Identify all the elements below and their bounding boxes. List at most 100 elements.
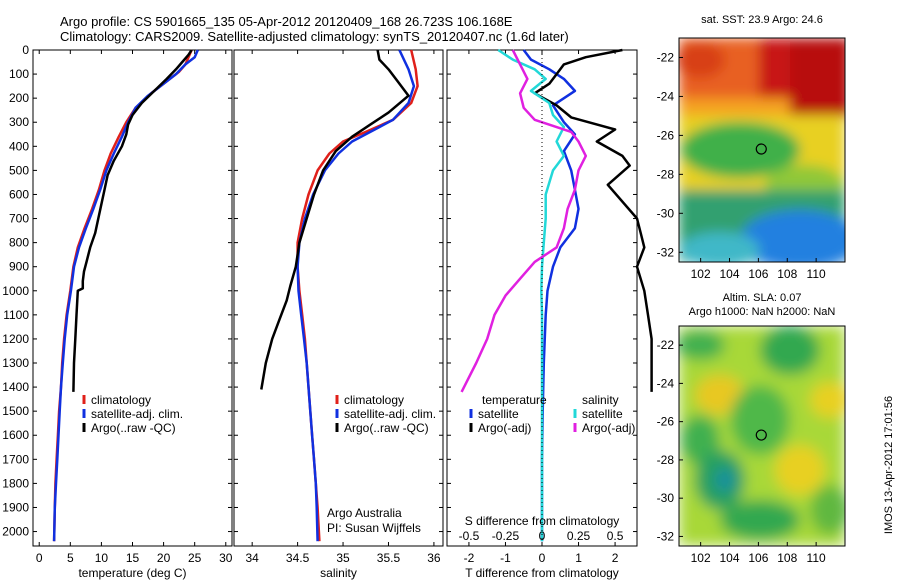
argo-position-marker <box>755 143 767 155</box>
sla-map: 102 104 106 108 110 -22 -24 -26 -28 -30 -32 Altim. … <box>657 292 846 565</box>
header-line-1: Argo profile: CS 5901665_135 05-Apr-2012… <box>60 14 513 29</box>
legend-label: Argo(-adj) <box>582 421 635 435</box>
y-tick-label: 900 <box>9 260 29 274</box>
x-tick-label: 108 <box>777 551 797 565</box>
x-tick-label: 30 <box>219 551 233 565</box>
sst-map: 102 104 106 108 110 -22 -24 -26 -28 -30 -32 sat. SS… <box>657 14 846 281</box>
x-tick-label: 102 <box>691 551 711 565</box>
top-tick-label: -0.5 <box>459 529 480 543</box>
temperature-x-label: temperature (deg C) <box>78 566 186 580</box>
y-tick-label: 0 <box>22 43 29 57</box>
y-tick-label: -26 <box>657 415 675 429</box>
y-tick-label: 1600 <box>2 428 29 442</box>
x-tick-label: 20 <box>157 551 171 565</box>
y-tick-label: -30 <box>657 206 675 220</box>
y-tick-label: -22 <box>657 50 675 64</box>
legend-label: satellite-adj. clim. <box>91 407 183 421</box>
top-tick-label: 0.25 <box>567 529 591 543</box>
y-tick-label: -30 <box>657 491 675 505</box>
y-tick-label: 500 <box>9 163 29 177</box>
sla-map-frame <box>678 325 846 547</box>
legend-title-temperature: temperature <box>482 393 547 407</box>
legend-label: Argo(..raw -QC) <box>344 421 429 435</box>
x-tick-label: 34 <box>245 551 259 565</box>
x-tick-label: 106 <box>748 267 768 281</box>
temperature-panel: 0100200300400500600700800900100011001200… <box>2 43 232 580</box>
legend-label: Argo(-adj) <box>478 421 531 435</box>
y-tick-label: 1500 <box>2 404 29 418</box>
x-tick-label: 0 <box>36 551 43 565</box>
series-line-satellite-adj-clim- <box>296 49 416 542</box>
sla-map-image <box>679 326 845 546</box>
y-tick-label: -28 <box>657 453 675 467</box>
sst-map-title: sat. SST: 23.9 Argo: 24.6 <box>701 14 823 26</box>
x-tick-label: 36 <box>427 551 441 565</box>
series-line-temperature-satellite <box>522 49 580 542</box>
y-tick-label: 1800 <box>2 476 29 490</box>
y-tick-label: 2000 <box>2 525 29 539</box>
series-line-argo-raw-qc- <box>72 49 193 392</box>
legend-label: climatology <box>344 393 404 407</box>
temperature-axes-box <box>32 49 233 547</box>
series-line-salinity-argo-adj- <box>460 49 588 393</box>
argo-position-marker <box>755 429 767 441</box>
x-tick-label: 102 <box>691 267 711 281</box>
x-tick-label: 0 <box>539 551 546 565</box>
x-tick-label: 108 <box>777 267 797 281</box>
legend-label: climatology <box>91 393 151 407</box>
x-tick-label: 15 <box>126 551 140 565</box>
y-tick-label: 1000 <box>2 284 29 298</box>
y-tick-label: 100 <box>9 67 29 81</box>
y-tick-label: 300 <box>9 115 29 129</box>
x-tick-label: 35.5 <box>377 551 401 565</box>
y-tick-label: 1400 <box>2 380 29 394</box>
x-tick-label: 1 <box>575 551 582 565</box>
salinity-axes-box <box>233 49 444 547</box>
series-line-temperature-argo-adj- <box>533 48 653 392</box>
y-tick-label: 1300 <box>2 356 29 370</box>
y-tick-label: -28 <box>657 167 675 181</box>
y-tick-label: 400 <box>9 139 29 153</box>
x-tick-label: 104 <box>720 551 740 565</box>
top-tick-label: 0 <box>539 529 546 543</box>
sst-map-frame <box>678 37 846 263</box>
difference-panel: -2 -1 0 1 2T difference from climatology S di… <box>446 48 653 580</box>
series-line-climatology <box>52 49 193 542</box>
y-tick-label: 200 <box>9 91 29 105</box>
y-tick-label: -32 <box>657 245 675 259</box>
difference-top-x-label: S difference from climatology <box>465 514 620 528</box>
sla-map-subtitle: Argo h1000: NaN h2000: NaN <box>689 306 836 318</box>
x-tick-label: 104 <box>720 267 740 281</box>
top-tick-label: 0.5 <box>607 529 624 543</box>
y-tick-label: -24 <box>657 89 675 103</box>
x-tick-label: 34.5 <box>286 551 310 565</box>
salinity-x-label: salinity <box>320 566 357 580</box>
sst-map-image <box>679 38 845 262</box>
y-tick-label: 1900 <box>2 500 29 514</box>
x-tick-label: 110 <box>807 551 826 565</box>
y-tick-label: 1200 <box>2 332 29 346</box>
legend-title-salinity: salinity <box>582 393 619 407</box>
x-tick-label: -1 <box>500 551 511 565</box>
top-tick-label: -0.25 <box>492 529 520 543</box>
annotation-line-2: PI: Susan Wijffels <box>327 521 421 535</box>
x-tick-label: 10 <box>95 551 109 565</box>
y-tick-label: 1100 <box>3 308 29 322</box>
y-tick-label: 1700 <box>2 452 29 466</box>
annotation-line-1: Argo Australia <box>327 506 402 520</box>
legend-label: satellite <box>478 407 519 421</box>
y-tick-label: -22 <box>657 338 675 352</box>
x-tick-label: 2 <box>612 551 619 565</box>
y-tick-label: 600 <box>9 187 29 201</box>
y-tick-label: 700 <box>9 212 29 226</box>
x-tick-label: 110 <box>807 267 826 281</box>
legend-label: satellite-adj. clim. <box>344 407 436 421</box>
series-line-salinity-satellite <box>497 48 566 542</box>
y-tick-label: -24 <box>657 376 675 390</box>
y-tick-label: 800 <box>9 236 29 250</box>
header-line-2: Climatology: CARS2009. Satellite-adjuste… <box>60 29 569 44</box>
x-tick-label: 35 <box>336 551 350 565</box>
legend-label: satellite <box>582 407 623 421</box>
y-tick-label: -26 <box>657 128 675 142</box>
